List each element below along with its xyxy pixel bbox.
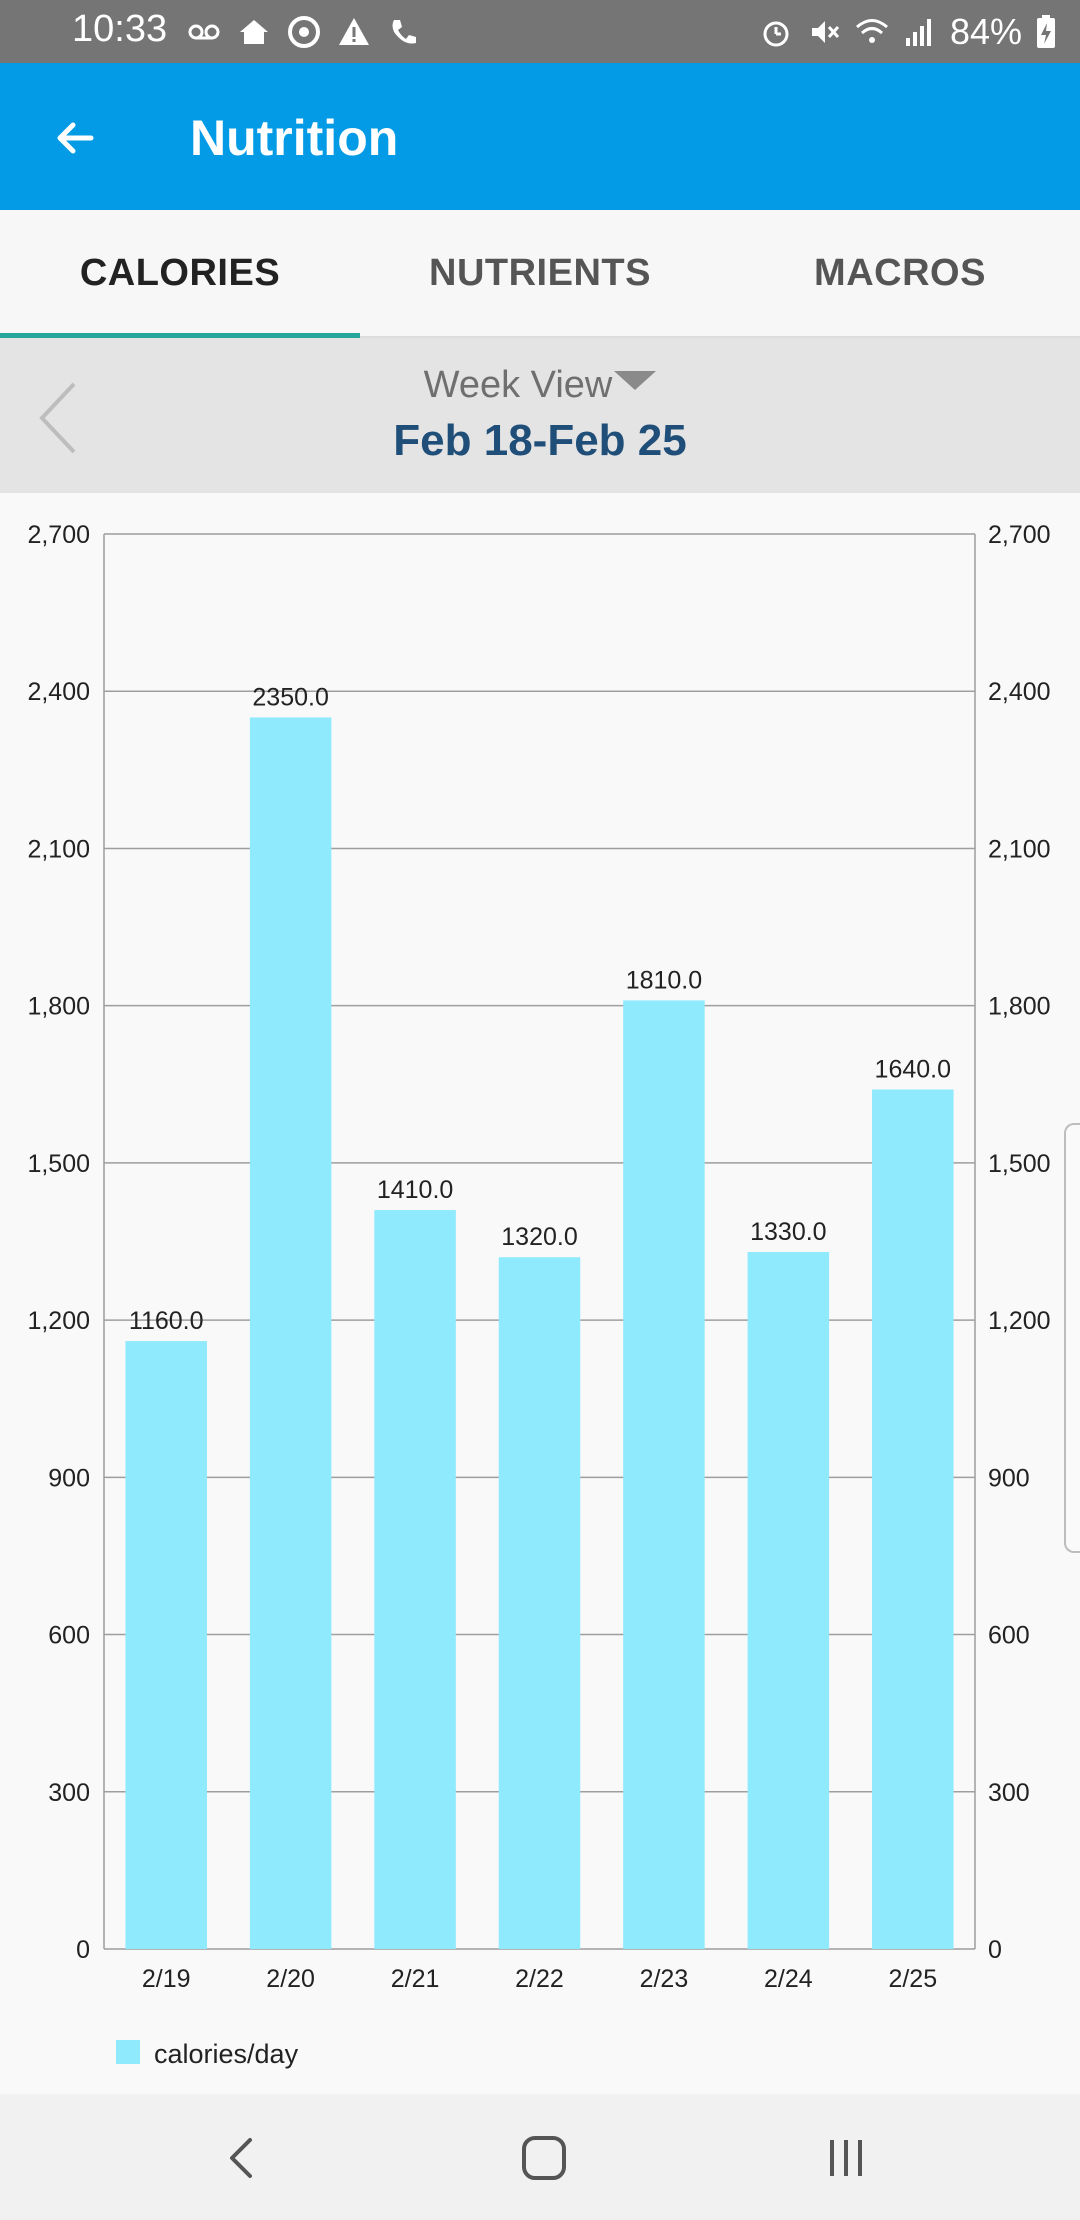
y-tick-label-left: 2,400: [27, 678, 90, 706]
y-tick-label-right: 1,200: [988, 1307, 1051, 1335]
y-tick-label-right: 600: [988, 1622, 1030, 1650]
y-tick-label-right: 300: [988, 1779, 1030, 1807]
y-tick-label-right: 2,700: [988, 521, 1051, 549]
signal-icon: [905, 19, 931, 46]
arrow-back-icon: [57, 122, 94, 154]
nav-back-button[interactable]: [206, 2122, 278, 2194]
y-tick-label-left: 2,100: [27, 835, 90, 863]
voicemail-icon: [188, 24, 220, 40]
y-tick-label-left: 0: [76, 1936, 90, 1964]
alarm-icon: [763, 21, 789, 47]
tab-label: MACROS: [814, 251, 986, 294]
recents-icon: [830, 2140, 862, 2176]
previous-week-button[interactable]: [30, 378, 90, 458]
bar: [249, 717, 332, 1949]
bar: [374, 1210, 456, 1949]
bar-value-label: 1640.0: [875, 1056, 951, 1084]
y-tick-label-right: 2,100: [988, 835, 1051, 863]
page-title: Nutrition: [190, 110, 399, 166]
y-tick-label-right: 2,400: [988, 678, 1051, 706]
status-notification-icons: [186, 14, 422, 50]
week-range: Feb 18-Feb 25: [393, 416, 687, 465]
bar: [872, 1089, 954, 1949]
y-tick-label-right: 1,500: [988, 1150, 1051, 1178]
week-selector: Week View Feb 18-Feb 25: [0, 338, 1080, 494]
bar-value-label: 1320.0: [501, 1223, 577, 1251]
bar-value-label: 1410.0: [377, 1176, 453, 1204]
dropdown-arrow-icon: [614, 371, 657, 390]
chrome-icon: [288, 16, 320, 48]
bar: [125, 1341, 207, 1949]
bar-value-label: 1160.0: [129, 1307, 204, 1335]
alert-icon: [339, 18, 369, 45]
x-tick-label: 2/22: [515, 1965, 564, 1993]
nav-recents-button[interactable]: [810, 2122, 882, 2194]
y-tick-label-left: 600: [48, 1622, 90, 1650]
bar-chart: 0 0 300 300 600 600 900 900 1,200 1,200 1,500 1,500…: [27, 521, 1051, 2069]
status-bar: 10:33 84%: [0, 0, 1080, 63]
home-icon: [240, 20, 268, 44]
x-tick-label: 2/20: [266, 1965, 315, 1993]
y-tick-label-left: 1,500: [27, 1150, 90, 1178]
bar-value-label: 1810.0: [626, 966, 702, 994]
bar: [747, 1251, 830, 1949]
back-button[interactable]: [40, 103, 110, 173]
bar: [498, 1257, 581, 1949]
y-tick-label-left: 1,200: [27, 1307, 90, 1335]
bar: [623, 1000, 705, 1949]
battery-charging-icon: [1037, 15, 1055, 48]
y-tick-label-left: 300: [48, 1779, 90, 1807]
tab-nutrients[interactable]: NUTRIENTS: [360, 210, 720, 336]
active-tab-indicator: [0, 333, 360, 338]
x-tick-label: 2/24: [764, 1965, 813, 1993]
calories-chart: 0 0 300 300 600 600 900 900 1,200 1,200 1,500 1,500…: [0, 493, 1080, 2093]
legend-label: calories/day: [154, 2039, 299, 2069]
y-tick-label-right: 900: [988, 1464, 1030, 1492]
tab-label: NUTRIENTS: [429, 251, 651, 294]
tab-macros[interactable]: MACROS: [720, 210, 1080, 336]
y-tick-label-left: 1,800: [27, 993, 90, 1021]
back-icon: [230, 2138, 252, 2178]
tab-calories[interactable]: CALORIES: [0, 210, 360, 336]
tab-label: CALORIES: [79, 251, 281, 294]
y-tick-label-right: 0: [988, 1936, 1002, 1964]
x-tick-label: 2/23: [640, 1965, 689, 1993]
x-tick-label: 2/25: [888, 1965, 937, 1993]
chevron-left-icon: [39, 382, 76, 454]
nav-home-button[interactable]: [508, 2122, 580, 2194]
bar-value-label: 1330.0: [750, 1218, 826, 1246]
system-nav-bar: [0, 2094, 1080, 2220]
y-tick-label-left: 900: [48, 1464, 90, 1492]
status-system-icons: 84%: [758, 8, 1058, 56]
y-tick-label-right: 1,800: [988, 993, 1051, 1021]
mute-icon: [811, 21, 840, 43]
edge-panel-handle[interactable]: [1064, 1123, 1080, 1553]
bar-value-label: 2350.0: [252, 683, 328, 711]
app-bar: Nutrition: [0, 63, 1080, 210]
home-icon: [522, 2136, 566, 2180]
x-tick-label: 2/21: [391, 1965, 440, 1993]
week-view-label: Week View: [423, 364, 613, 406]
legend-swatch: [116, 2040, 140, 2064]
status-time: 10:33: [72, 8, 168, 50]
battery-percent: 84%: [949, 11, 1022, 52]
tab-bar: CALORIES NUTRIENTS MACROS: [0, 210, 1080, 338]
y-tick-label-left: 2,700: [27, 521, 90, 549]
wifi-icon: [855, 19, 888, 43]
wifi-call-icon: [392, 20, 416, 44]
week-view-dropdown[interactable]: Week View: [0, 364, 1080, 407]
x-tick-label: 2/19: [142, 1965, 191, 1993]
